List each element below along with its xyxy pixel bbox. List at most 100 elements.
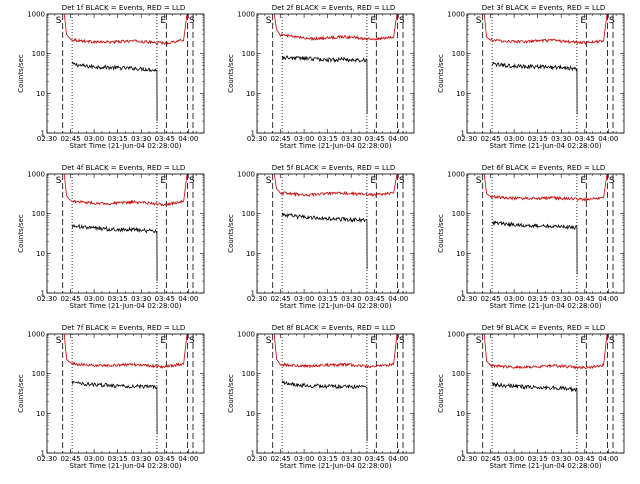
y-axis-label: Counts/sec	[227, 54, 235, 93]
lld-series-line	[483, 13, 608, 45]
x-tick-label: 03:30	[341, 455, 361, 463]
marker-letter: S	[189, 176, 195, 186]
x-tick-label: 03:30	[551, 455, 571, 463]
x-tick-label: 03:30	[131, 135, 151, 143]
x-tick-label: 03:15	[108, 455, 128, 463]
events-series-line	[71, 61, 158, 122]
x-tick-label: 03:00	[504, 455, 524, 463]
y-axis-label: Counts/sec	[437, 214, 445, 253]
x-axis-label: Start Time (21-Jun-04 02:28:00)	[490, 302, 602, 310]
plot-frame	[46, 13, 205, 134]
x-tick-label: 04:00	[178, 455, 198, 463]
plot-panel: Det 6f BLACK = Events, RED = LLD 02:30 02:…	[437, 164, 625, 310]
plot-panel: Det 8f BLACK = Events, RED = LLD 02:30 02:…	[227, 324, 415, 470]
x-tick-label: 03:15	[318, 295, 338, 303]
x-tick-label: 03:15	[528, 295, 548, 303]
events-series-line	[71, 380, 158, 435]
y-tick-label: 100	[242, 370, 255, 378]
x-axis-label: Start Time (21-Jun-04 02:28:00)	[490, 142, 602, 150]
y-tick-label: 1000	[27, 11, 45, 19]
y-tick-label: 1	[41, 130, 45, 138]
x-tick-label: 03:00	[84, 295, 104, 303]
marker-letter: S	[266, 16, 272, 26]
events-series-line	[71, 223, 158, 282]
y-tick-label: 1	[461, 130, 465, 138]
y-tick-label: 10	[36, 90, 45, 98]
y-axis-label: Counts/sec	[17, 214, 25, 253]
lld-series-line	[483, 173, 608, 202]
plot-panel: Det 3f BLACK = Events, RED = LLD 02:30 02:…	[437, 4, 625, 150]
y-tick-label: 1000	[447, 11, 465, 19]
y-axis-label: Counts/sec	[227, 214, 235, 253]
plot-panel: Det 7f BLACK = Events, RED = LLD 02:30 02:…	[17, 324, 205, 470]
plot-panel: Det 9f BLACK = Events, RED = LLD 02:30 02:…	[437, 324, 625, 470]
x-tick-label: 02:30	[457, 295, 477, 303]
events-series-line	[281, 55, 368, 115]
x-tick-label: 02:45	[270, 295, 290, 303]
x-tick-label: 03:00	[294, 455, 314, 463]
x-tick-label: 04:00	[598, 135, 618, 143]
marker-letter: S	[476, 176, 482, 186]
marker-letter: S	[399, 16, 405, 26]
marker-letter: E	[160, 16, 166, 26]
panel-title: Det 5f BLACK = Events, RED = LLD	[272, 164, 395, 172]
y-tick-label: 10	[36, 410, 45, 418]
marker-letter: E	[580, 176, 586, 186]
x-tick-label: 02:30	[457, 455, 477, 463]
marker-letter: S	[609, 336, 615, 346]
y-tick-label: 100	[242, 50, 255, 58]
marker-letter: S	[189, 16, 195, 26]
panel-title: Det 3f BLACK = Events, RED = LLD	[482, 4, 605, 12]
plot-frame	[46, 173, 205, 294]
x-axis-label: Start Time (21-Jun-04 02:28:00)	[70, 462, 182, 470]
x-tick-label: 03:30	[341, 295, 361, 303]
marker-letter: E	[370, 336, 376, 346]
x-tick-label: 03:15	[108, 135, 128, 143]
marker-letter: S	[56, 336, 62, 346]
x-tick-label: 03:45	[575, 135, 595, 143]
x-tick-label: 03:00	[84, 135, 104, 143]
x-tick-label: 04:00	[388, 455, 408, 463]
marker-letter: S	[266, 176, 272, 186]
y-tick-label: 1	[41, 290, 45, 298]
x-tick-label: 04:00	[178, 295, 198, 303]
x-tick-label: 03:45	[155, 135, 175, 143]
x-tick-label: 03:15	[318, 135, 338, 143]
x-tick-label: 03:00	[84, 455, 104, 463]
x-tick-label: 04:00	[598, 295, 618, 303]
x-tick-label: 04:00	[178, 135, 198, 143]
marker-letter: E	[160, 176, 166, 186]
x-tick-label: 03:15	[528, 135, 548, 143]
x-tick-label: 03:45	[365, 295, 385, 303]
panel-title: Det 7f BLACK = Events, RED = LLD	[62, 324, 185, 332]
lld-series-line	[483, 333, 608, 370]
plot-frame	[466, 13, 625, 134]
x-tick-label: 03:30	[551, 135, 571, 143]
x-tick-label: 03:45	[155, 455, 175, 463]
x-tick-label: 03:00	[294, 295, 314, 303]
marker-letter: E	[160, 336, 166, 346]
y-tick-label: 10	[456, 90, 465, 98]
y-tick-label: 10	[246, 410, 255, 418]
events-series-line	[281, 379, 368, 442]
y-tick-label: 10	[36, 250, 45, 258]
panel-title: Det 4f BLACK = Events, RED = LLD	[62, 164, 185, 172]
marker-letter: S	[476, 336, 482, 346]
x-tick-label: 03:45	[365, 135, 385, 143]
lld-series-line	[63, 13, 188, 46]
x-tick-label: 03:30	[131, 455, 151, 463]
x-tick-label: 02:30	[247, 295, 267, 303]
plot-panel: Det 4f BLACK = Events, RED = LLD 02:30 02:…	[17, 164, 205, 310]
x-tick-label: 02:45	[60, 295, 80, 303]
y-axis-label: Counts/sec	[437, 54, 445, 93]
marker-letter: S	[399, 336, 405, 346]
y-tick-label: 1000	[27, 171, 45, 179]
y-tick-label: 100	[242, 210, 255, 218]
x-tick-label: 02:45	[480, 135, 500, 143]
y-tick-label: 10	[456, 250, 465, 258]
y-tick-label: 10	[456, 410, 465, 418]
marker-letter: S	[476, 16, 482, 26]
x-axis-label: Start Time (21-Jun-04 02:28:00)	[280, 302, 392, 310]
